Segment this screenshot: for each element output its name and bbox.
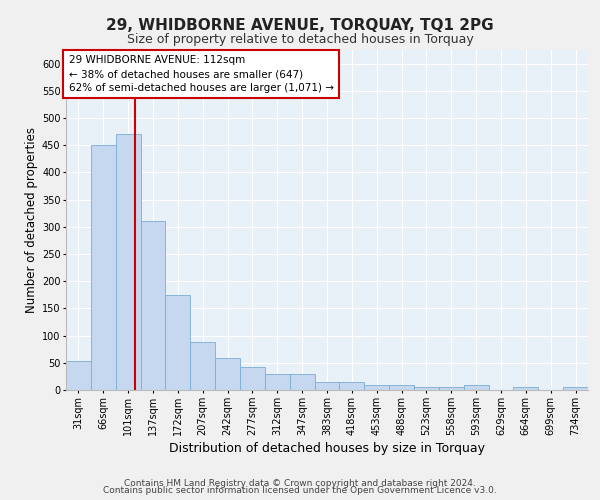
Bar bbox=[265, 374, 290, 390]
Bar bbox=[140, 222, 166, 390]
Bar bbox=[66, 361, 91, 390]
Bar bbox=[91, 145, 116, 390]
Y-axis label: Number of detached properties: Number of detached properties bbox=[25, 127, 38, 313]
Bar bbox=[240, 367, 265, 390]
Bar bbox=[439, 386, 464, 390]
Text: Size of property relative to detached houses in Torquay: Size of property relative to detached ho… bbox=[127, 32, 473, 46]
X-axis label: Distribution of detached houses by size in Torquay: Distribution of detached houses by size … bbox=[169, 442, 485, 455]
Bar bbox=[166, 295, 190, 390]
Bar bbox=[464, 385, 488, 390]
Bar bbox=[414, 386, 439, 390]
Bar bbox=[314, 382, 340, 390]
Bar bbox=[514, 388, 538, 390]
Text: Contains public sector information licensed under the Open Government Licence v3: Contains public sector information licen… bbox=[103, 486, 497, 495]
Bar bbox=[290, 374, 314, 390]
Bar bbox=[190, 342, 215, 390]
Text: 29 WHIDBORNE AVENUE: 112sqm
← 38% of detached houses are smaller (647)
62% of se: 29 WHIDBORNE AVENUE: 112sqm ← 38% of det… bbox=[68, 55, 334, 93]
Bar bbox=[116, 134, 140, 390]
Bar bbox=[340, 382, 364, 390]
Text: Contains HM Land Registry data © Crown copyright and database right 2024.: Contains HM Land Registry data © Crown c… bbox=[124, 478, 476, 488]
Bar bbox=[364, 384, 389, 390]
Text: 29, WHIDBORNE AVENUE, TORQUAY, TQ1 2PG: 29, WHIDBORNE AVENUE, TORQUAY, TQ1 2PG bbox=[106, 18, 494, 32]
Bar bbox=[215, 358, 240, 390]
Bar bbox=[563, 388, 588, 390]
Bar bbox=[389, 384, 414, 390]
